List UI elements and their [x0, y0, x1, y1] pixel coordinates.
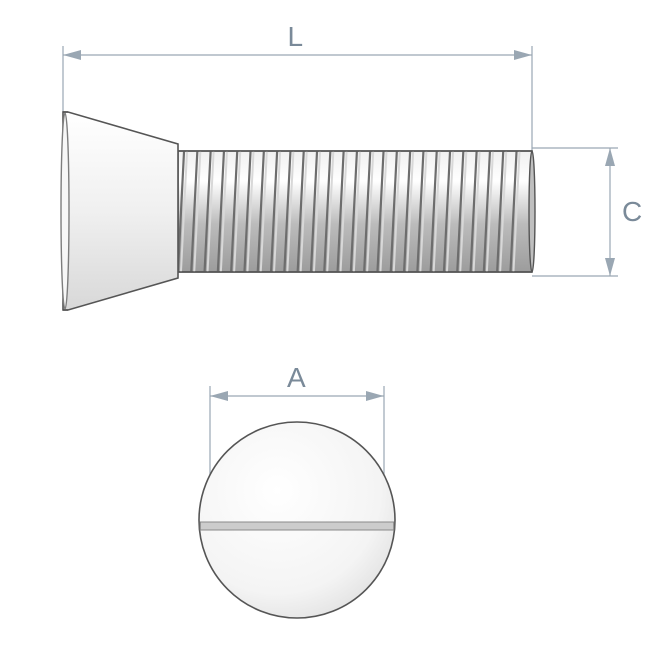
screw-side-view	[61, 46, 618, 310]
dimension-C	[532, 148, 618, 276]
screw-front-view	[199, 386, 395, 618]
screw-body	[61, 112, 535, 310]
screw-head	[63, 112, 178, 310]
drive-slot	[200, 522, 394, 530]
diagram-stage: L C A	[0, 0, 670, 670]
head-front-circle	[199, 422, 395, 618]
technical-drawing	[0, 0, 670, 670]
